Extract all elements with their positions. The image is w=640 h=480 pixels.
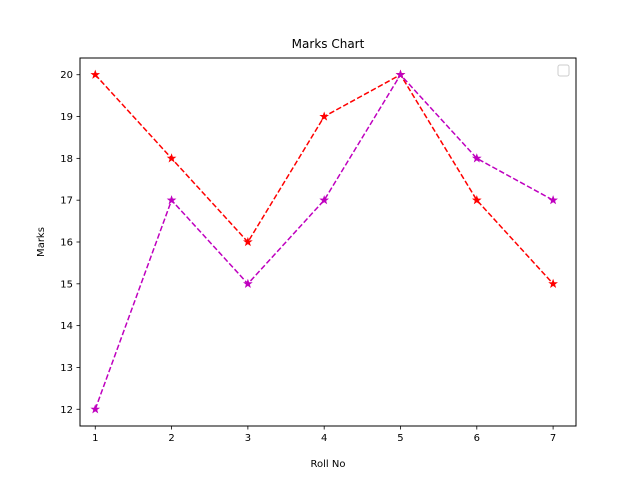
series-2-marker <box>471 153 482 163</box>
y-tick-label: 15 <box>60 279 73 290</box>
x-tick-label: 3 <box>245 433 251 444</box>
series-1-marker <box>166 153 177 163</box>
series-1-marker <box>243 236 253 247</box>
y-axis-title: Marks <box>36 227 47 257</box>
legend-box <box>557 64 570 77</box>
y-tick-label: 19 <box>60 112 73 123</box>
y-tick-label: 20 <box>60 70 73 81</box>
x-tick-label: 2 <box>168 433 174 444</box>
x-tick-label: 1 <box>92 433 98 444</box>
x-tick-label: 6 <box>474 433 480 444</box>
chart-title: Marks Chart <box>292 37 365 51</box>
series-layer <box>90 69 558 414</box>
x-tick-label: 5 <box>397 433 403 444</box>
series-2-marker <box>243 278 253 288</box>
y-tick-label: 12 <box>60 405 73 416</box>
series-2-marker <box>166 195 177 205</box>
series-1-marker <box>548 278 558 288</box>
series-2-marker <box>319 195 330 205</box>
y-axis: 12 13 14 15 16 17 18 19 20 <box>60 70 80 416</box>
series-1-marker <box>471 195 482 205</box>
series-2-marker <box>395 69 406 79</box>
y-tick-label: 16 <box>60 238 73 249</box>
x-tick-label: 7 <box>550 433 556 444</box>
y-tick-label: 17 <box>60 196 73 207</box>
y-tick-label: 14 <box>60 321 73 332</box>
x-axis-title: Roll No <box>311 459 346 470</box>
series-2-marker <box>548 195 558 205</box>
x-axis: 1 2 3 4 5 6 7 <box>92 426 556 444</box>
series-1-marker <box>90 69 101 79</box>
y-tick-label: 13 <box>60 363 73 374</box>
series-2-marker <box>90 404 101 414</box>
x-tick-label: 4 <box>321 433 327 444</box>
y-tick-label: 18 <box>60 154 73 165</box>
series-1-marker <box>319 111 330 121</box>
